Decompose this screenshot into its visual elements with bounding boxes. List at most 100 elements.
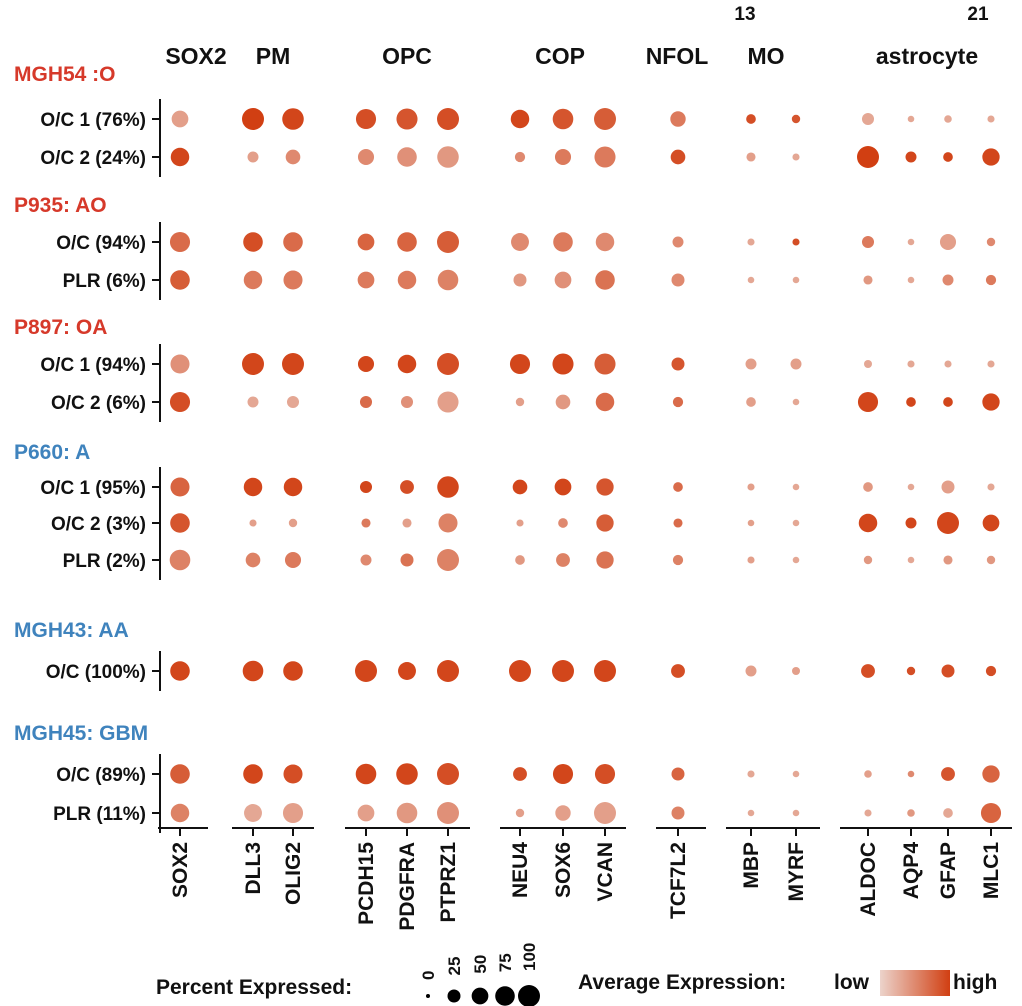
- dot-sox6: [552, 660, 574, 682]
- dot-dll3: [243, 232, 263, 252]
- dot-tcf7l2: [671, 806, 685, 820]
- dot-ptprz1: [437, 231, 459, 253]
- dot-aldoc: [863, 555, 873, 565]
- top-number-13: 13: [734, 4, 755, 25]
- legend-size-dot-75: [495, 986, 515, 1006]
- dot-pdgfra: [397, 270, 417, 290]
- dot-aldoc: [858, 513, 878, 533]
- dot-dll3: [244, 804, 262, 822]
- sample-label: MGH54 :O: [14, 63, 116, 86]
- dot-aqp4: [907, 276, 915, 284]
- dot-pdgfra: [397, 147, 417, 167]
- dot-olig2: [285, 149, 301, 165]
- legend-size-dot-100: [518, 985, 540, 1006]
- dot-ptprz1: [437, 269, 459, 291]
- dot-pcdh15: [357, 233, 375, 251]
- dot-dll3: [247, 151, 259, 163]
- dot-sox2: [169, 549, 191, 571]
- dot-mbp: [745, 358, 757, 370]
- dot-gfap: [943, 397, 953, 407]
- dot-dll3: [242, 353, 264, 375]
- dot-mlc1: [982, 514, 1000, 532]
- gene-label-mbp: MBP: [740, 842, 763, 889]
- dot-neu4: [515, 808, 525, 818]
- dot-mbp: [747, 483, 755, 491]
- dot-dll3: [245, 552, 261, 568]
- dot-tcf7l2: [673, 518, 683, 528]
- gene-label-sox6: SOX6: [552, 842, 575, 898]
- dot-ptprz1: [437, 146, 459, 168]
- dot-ptprz1: [437, 391, 459, 413]
- dot-neu4: [509, 353, 531, 375]
- dot-mbp: [746, 397, 756, 407]
- dot-mbp: [746, 152, 756, 162]
- dot-neu4: [512, 479, 528, 495]
- dot-pdgfra: [400, 395, 414, 409]
- dot-vcan: [594, 353, 616, 375]
- dot-sox6: [558, 518, 568, 528]
- dot-sox2: [170, 513, 190, 533]
- dot-sox6: [556, 553, 570, 567]
- dot-mbp: [745, 665, 757, 677]
- dot-tcf7l2: [671, 357, 685, 371]
- dot-myrf: [792, 238, 800, 246]
- dot-gfap: [944, 360, 952, 368]
- dot-neu4: [513, 767, 527, 781]
- dot-ptprz1: [437, 802, 459, 824]
- dot-aqp4: [907, 809, 915, 817]
- dot-olig2: [283, 477, 303, 497]
- legend-color-high: high: [953, 971, 997, 994]
- legend-size-value-25: 25: [445, 957, 464, 976]
- dot-mbp: [747, 519, 755, 527]
- dot-aqp4: [907, 360, 915, 368]
- dot-sox6: [554, 478, 572, 496]
- group-label-opc: OPC: [382, 43, 432, 69]
- dot-aldoc: [857, 146, 879, 168]
- gene-label-tcf7l2: TCF7L2: [667, 842, 690, 919]
- dot-mlc1: [980, 802, 1002, 824]
- dot-gfap: [943, 152, 953, 162]
- dot-dll3: [243, 764, 263, 784]
- dot-sox2: [170, 354, 190, 374]
- gene-label-ptprz1: PTPRZ1: [437, 842, 460, 923]
- dot-pcdh15: [361, 518, 371, 528]
- dot-olig2: [282, 802, 304, 824]
- dot-pcdh15: [355, 763, 377, 785]
- dot-neu4: [515, 555, 525, 565]
- dot-dll3: [242, 108, 264, 130]
- dot-mbp: [747, 238, 755, 246]
- dot-aldoc: [863, 275, 873, 285]
- dot-aldoc: [863, 482, 873, 492]
- dot-tcf7l2: [671, 767, 685, 781]
- dot-ptprz1: [437, 549, 459, 571]
- dot-dll3: [242, 660, 264, 682]
- dot-vcan: [594, 660, 616, 682]
- gene-label-aldoc: ALDOC: [857, 842, 880, 917]
- dot-ptprz1: [437, 476, 459, 498]
- row-label: O/C (89%): [56, 765, 146, 786]
- dot-sox6: [552, 353, 574, 375]
- gene-label-myrf: MYRF: [785, 842, 808, 902]
- dot-aqp4: [905, 151, 917, 163]
- dot-myrf: [791, 666, 801, 676]
- dot-pdgfra: [396, 108, 418, 130]
- dot-pcdh15: [357, 271, 375, 289]
- dot-sox2: [170, 661, 190, 681]
- dot-pdgfra: [402, 518, 412, 528]
- row-label: O/C 2 (3%): [51, 514, 146, 535]
- legend-color-title: Average Expression:: [578, 971, 786, 994]
- dot-sox6: [553, 232, 573, 252]
- dot-mbp: [747, 556, 755, 564]
- dot-pcdh15: [357, 804, 375, 822]
- dot-pcdh15: [359, 480, 373, 494]
- dot-ptprz1: [438, 513, 458, 533]
- row-label: O/C (100%): [46, 662, 146, 683]
- dot-olig2: [284, 551, 302, 569]
- sample-label: P897: OA: [14, 316, 107, 339]
- dot-vcan: [596, 478, 614, 496]
- dot-vcan: [594, 802, 616, 824]
- gene-label-pdgfra: PDGFRA: [396, 842, 419, 931]
- dot-myrf: [792, 483, 800, 491]
- dot-myrf: [792, 770, 800, 778]
- dot-pdgfra: [396, 763, 418, 785]
